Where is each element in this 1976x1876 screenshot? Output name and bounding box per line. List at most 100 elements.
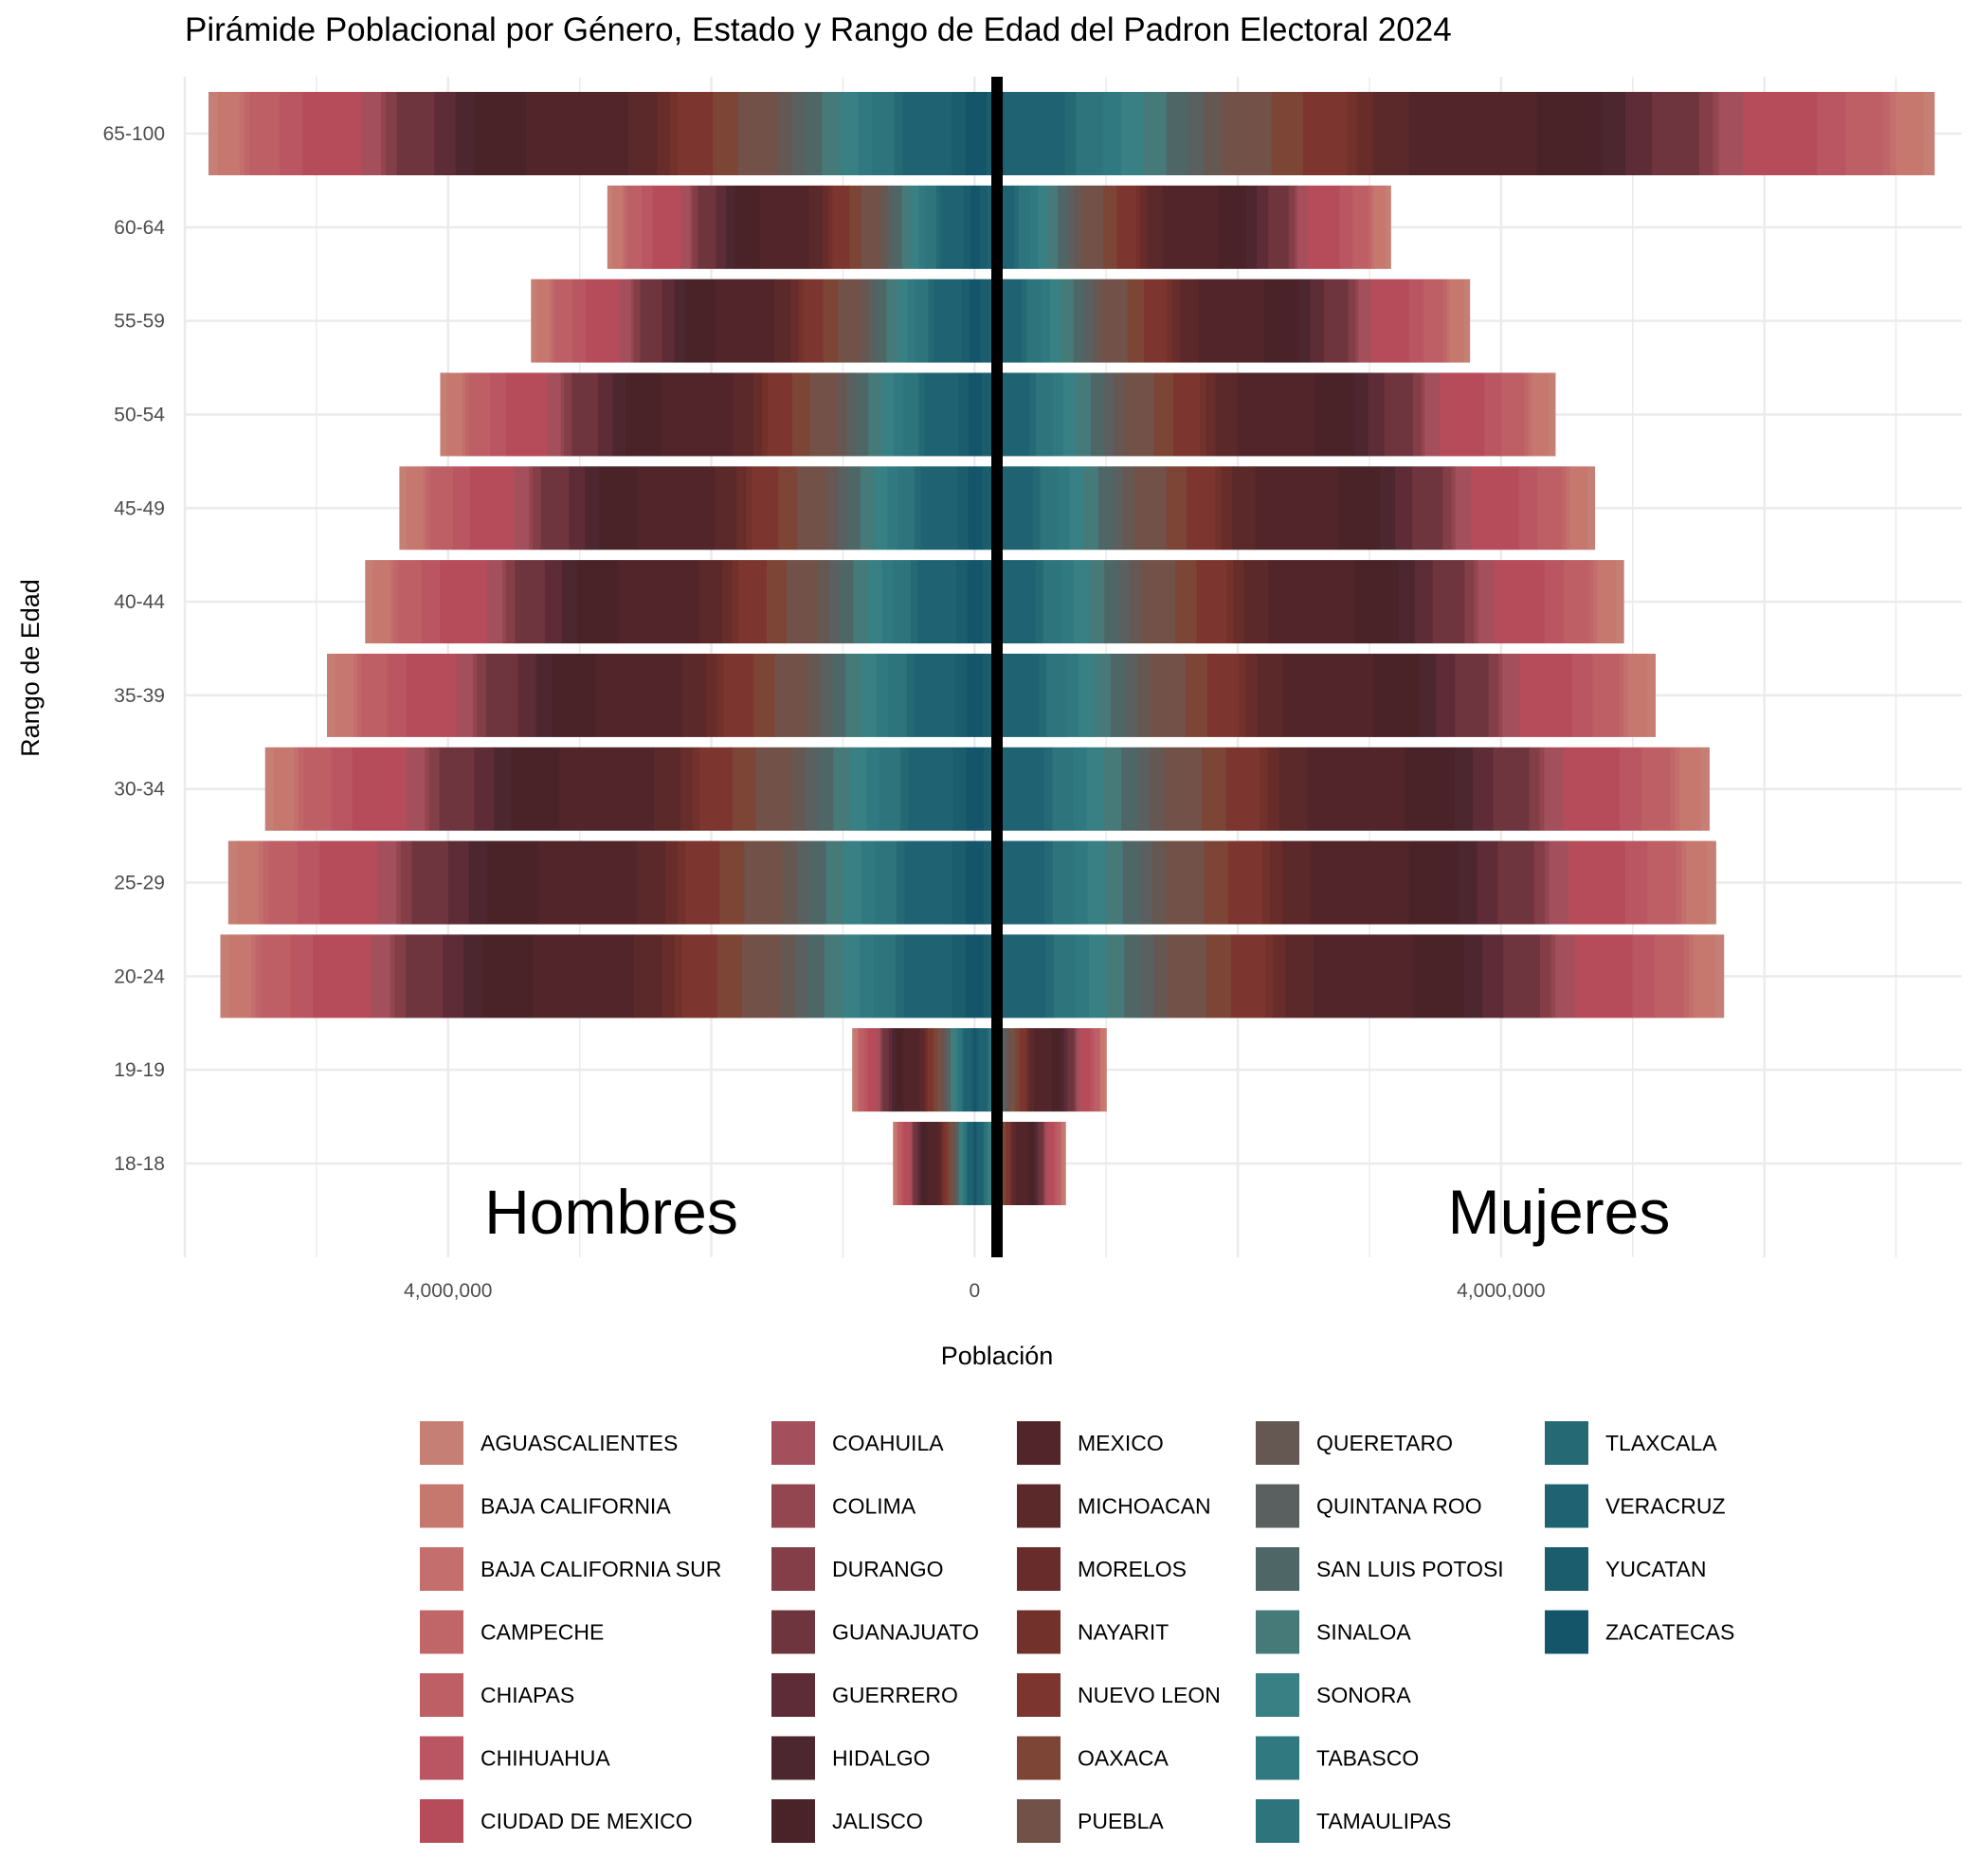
bar-mujeres-20-24-mexico	[1314, 934, 1415, 1019]
bar-hombres-55-59-jalisco	[684, 279, 716, 363]
bar-hombres-55-59-coahuila	[619, 279, 631, 363]
bar-hombres-40-44-chiapas	[397, 560, 423, 644]
bar-mujeres-55-59-guerrero	[1310, 279, 1325, 363]
bar-mujeres-50-54-nayarit	[1200, 372, 1207, 457]
bar-hombres-50-54-baja-california-sur	[461, 372, 466, 457]
bar-hombres-18-18-baja-california	[894, 1122, 897, 1205]
bar-mujeres-40-44-tlaxcala	[1035, 560, 1044, 644]
bar-hombres-60-64-yucatan	[963, 185, 971, 269]
bar-hombres-20-24-san-luis-potosi	[807, 934, 825, 1019]
bar-mujeres-25-29-aguascalientes	[1707, 840, 1716, 925]
bar-hombres-60-64-campeche	[624, 185, 628, 269]
bar-hombres-18-18-quintana-roo	[954, 1122, 957, 1205]
bar-mujeres-19-19-guanajuato	[1067, 1028, 1075, 1112]
bar-hombres-50-54-coahuila	[546, 372, 561, 457]
bar-mujeres-50-54-tlaxcala	[1029, 372, 1037, 457]
bar-hombres-20-24-tlaxcala	[895, 934, 904, 1019]
legend-label: AGUASCALIENTES	[480, 1431, 678, 1455]
bar-hombres-20-24-baja-california	[228, 934, 251, 1019]
bar-mujeres-50-54-zacatecas	[974, 372, 983, 457]
bar-mujeres-45-49-tamaulipas	[1040, 466, 1059, 550]
bar-mujeres-45-49-yucatan	[982, 466, 995, 550]
bar-hombres-45-49-tamaulipas	[897, 466, 915, 550]
legend-swatch	[420, 1421, 463, 1465]
bar-mujeres-25-29-baja-california-sur	[1681, 840, 1687, 925]
bar-hombres-18-18-tlaxcala	[966, 1122, 968, 1205]
bar-hombres-65-100-hidalgo	[455, 92, 475, 175]
bar-mujeres-18-18-veracruz	[977, 1122, 984, 1205]
bar-mujeres-19-19-nayarit	[1025, 1028, 1028, 1112]
bar-mujeres-30-34-morelos	[1267, 747, 1280, 831]
bar-hombres-18-18-queretaro	[953, 1122, 956, 1205]
legend-label: MEXICO	[1078, 1431, 1164, 1455]
bar-mujeres-55-59-michoacan	[1180, 279, 1200, 363]
bar-mujeres-19-19-guerrero	[1063, 1028, 1068, 1112]
legend-swatch	[420, 1484, 463, 1528]
bar-mujeres-20-24-guerrero	[1482, 934, 1504, 1019]
bar-hombres-35-39-tamaulipas	[887, 653, 907, 737]
bar-mujeres-65-100-guerrero	[1625, 92, 1653, 175]
bar-hombres-65-100-chihuahua	[279, 92, 303, 175]
bar-mujeres-50-54-guerrero	[1368, 372, 1386, 457]
bar-hombres-25-29-oaxaca	[718, 840, 745, 925]
bar-mujeres-30-34-chihuahua	[1619, 747, 1642, 831]
bar-hombres-55-59-tamaulipas	[915, 279, 929, 363]
bar-mujeres-35-39-mexico	[1282, 653, 1374, 737]
bar-mujeres-35-39-tlaxcala	[1039, 653, 1047, 737]
bar-hombres-20-24-coahuila	[370, 934, 390, 1019]
legend-swatch	[771, 1421, 815, 1465]
bar-mujeres-19-19-veracruz	[978, 1028, 988, 1112]
bar-hombres-50-54-michoacan	[732, 372, 753, 457]
bar-hombres-65-100-sonora	[839, 92, 859, 175]
bar-hombres-45-49-sonora	[873, 466, 888, 550]
bar-mujeres-20-24-michoacan	[1285, 934, 1314, 1019]
bar-mujeres-40-44-queretaro	[1129, 560, 1143, 644]
bar-hombres-65-100-coahuila	[360, 92, 381, 175]
bar-mujeres-18-18-tabasco	[987, 1122, 989, 1205]
bar-hombres-18-18-puebla	[949, 1122, 954, 1205]
bar-mujeres-60-64-coahuila	[1296, 185, 1309, 269]
legend-label: QUERETARO	[1316, 1431, 1453, 1455]
y-tick-label: 20-24	[114, 965, 165, 987]
bar-mujeres-20-24-ciudad-de-mexico	[1574, 934, 1633, 1019]
bar-hombres-50-54-aguascalientes	[440, 372, 447, 457]
bar-hombres-25-29-yucatan	[952, 840, 967, 925]
bar-mujeres-19-19-zacatecas	[974, 1028, 977, 1112]
bar-hombres-19-19-nayarit	[925, 1028, 928, 1112]
bar-hombres-30-34-durango	[428, 747, 440, 831]
bar-mujeres-60-64-zacatecas	[974, 185, 981, 269]
bar-hombres-25-29-sinaloa	[825, 840, 844, 925]
bar-mujeres-40-44-nayarit	[1226, 560, 1234, 644]
bar-hombres-18-18-hidalgo	[918, 1122, 922, 1205]
bar-mujeres-40-44-colima	[1474, 560, 1479, 644]
bar-hombres-30-34-aguascalientes	[264, 747, 274, 831]
bar-hombres-60-64-guanajuato	[697, 185, 716, 269]
bar-mujeres-25-29-san-luis-potosi	[1122, 840, 1140, 925]
bar-mujeres-65-100-quintana-roo	[1187, 92, 1205, 175]
legend-label: TABASCO	[1316, 1746, 1419, 1771]
bar-hombres-40-44-tamaulipas	[893, 560, 912, 644]
bar-hombres-60-64-tamaulipas	[925, 185, 937, 269]
bar-mujeres-65-100-san-luis-potosi	[1166, 92, 1189, 175]
bar-hombres-45-49-chihuahua	[452, 466, 470, 550]
bar-mujeres-25-29-michoacan	[1281, 840, 1312, 925]
bar-mujeres-50-54-morelos	[1206, 372, 1217, 457]
bar-hombres-19-19-chihuahua	[863, 1028, 868, 1112]
bar-mujeres-40-44-guanajuato	[1432, 560, 1465, 644]
bar-mujeres-35-39-guanajuato	[1455, 653, 1490, 737]
bar-mujeres-60-64-hidalgo	[1246, 185, 1258, 269]
bar-mujeres-65-100-zacatecas	[974, 92, 988, 175]
bar-hombres-55-59-yucatan	[960, 279, 970, 363]
bar-mujeres-30-34-tamaulipas	[1052, 747, 1074, 831]
bar-mujeres-25-29-puebla	[1166, 840, 1205, 925]
bar-hombres-60-64-veracruz	[939, 185, 965, 269]
bar-mujeres-20-24-baja-california-sur	[1689, 934, 1695, 1019]
bar-mujeres-60-64-sinaloa	[1047, 185, 1059, 269]
bar-hombres-35-39-mexico	[594, 653, 682, 737]
bar-hombres-20-24-michoacan	[632, 934, 662, 1019]
bar-hombres-30-34-sinaloa	[832, 747, 851, 831]
bar-hombres-40-44-queretaro	[817, 560, 830, 644]
bar-hombres-19-19-baja-california-sur	[857, 1028, 859, 1112]
bar-hombres-30-34-tamaulipas	[879, 747, 900, 831]
bar-mujeres-40-44-aguascalientes	[1616, 560, 1624, 644]
